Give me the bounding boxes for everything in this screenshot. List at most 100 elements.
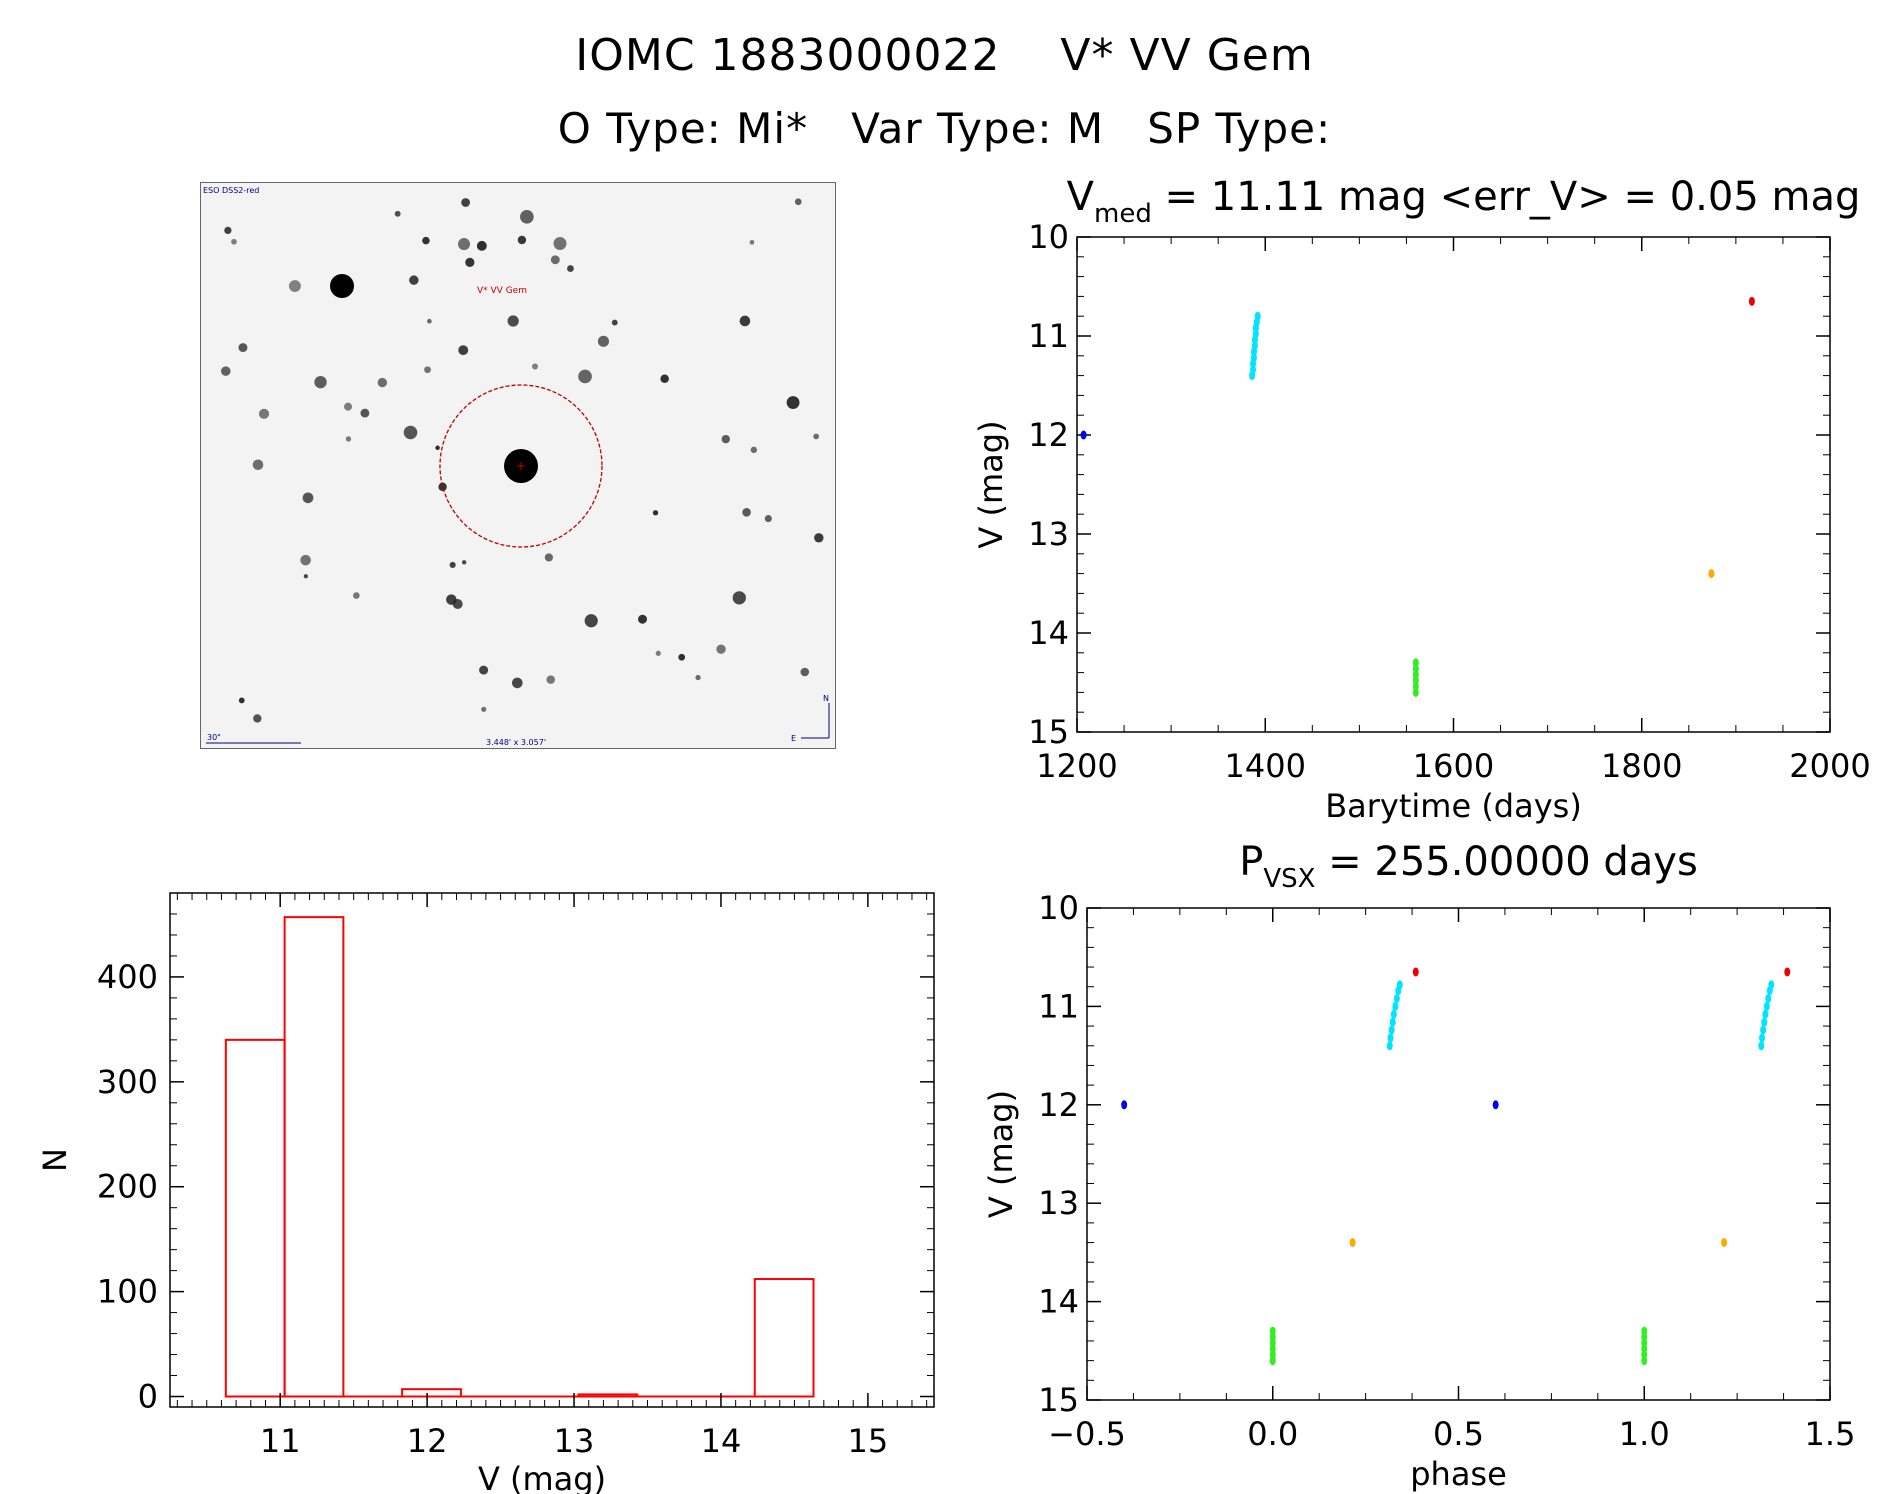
plot-frame [1076,236,1831,733]
field-star [520,210,534,224]
field-star [427,318,432,324]
field-star [742,508,751,517]
field-star [476,240,487,251]
compass-east-label: E [791,734,796,743]
data-point-cyan [1388,1025,1395,1035]
field-star [567,265,574,272]
y-axis-label: N [36,1148,74,1172]
field-star [532,363,539,370]
x-tick-label: 13 [554,1422,595,1460]
x-axis-label: phase [1410,1455,1507,1493]
field-star [638,614,647,624]
data-point-green [1269,1356,1276,1366]
chart-title: PVSX = 255.00000 days [1239,840,1698,894]
x-tick-label: 12 [407,1422,448,1460]
y-tick-label: 15 [1028,713,1069,751]
x-tick-label: 1200 [1036,747,1117,785]
data-point-cyan [1760,1025,1767,1035]
field-star [655,650,661,656]
x-tick-label: 0.0 [1247,1415,1298,1453]
field-star [578,369,592,384]
field-star [353,592,360,599]
field-star [314,375,327,389]
field-star [224,226,232,235]
data-point-blue [1492,1100,1499,1110]
field-star [716,644,726,654]
y-tick-label: 11 [1038,987,1079,1025]
data-point-red [1748,296,1755,306]
finding-chart-svg: ESO DSS2-red V* VV Gem + 30" 3.448' x 3.… [201,183,835,748]
phased-light-curve-chart: PVSX = 255.00000 days −0.5 0.0 0.5 1.0 1.5 10 1… [982,840,1856,1493]
y-tick-label: 12 [1028,416,1069,454]
data-point-orange [1708,569,1715,579]
target-marker: + [516,459,526,473]
field-star [288,280,301,293]
field-star [794,198,802,206]
histogram-bar [283,916,345,1398]
field-star [231,238,237,245]
field-star [611,319,618,326]
field-star [221,366,231,376]
y-tick-label: 10 [1028,218,1069,256]
x-tick-label: −0.5 [1048,1415,1126,1453]
field-star [461,198,470,207]
x-tick-label: 1.0 [1619,1415,1670,1453]
field-star [481,706,487,712]
field-star [303,574,308,579]
field-star [479,665,489,675]
page-title: IOMC 1883000022 V* VV Gem [575,30,1314,81]
data-point-cyan [1758,1041,1765,1051]
x-tick-label: 1.5 [1805,1415,1856,1453]
field-star [749,239,755,245]
y-tick-label: 14 [1038,1283,1079,1321]
y-tick-label: 0 [138,1378,158,1416]
histogram-bar [577,1393,639,1398]
field-star [458,238,471,251]
data-point-cyan [1762,1009,1769,1019]
histogram-bar [401,1388,462,1398]
data-point-orange [1349,1238,1356,1248]
y-tick-label: 10 [1038,889,1079,927]
field-star [438,482,447,492]
field-star [813,433,820,440]
field-star [695,674,701,681]
field-star [660,374,669,383]
finding-chart-image: ESO DSS2-red V* VV Gem + 30" 3.448' x 3.… [200,182,836,749]
x-tick-label: 2000 [1789,747,1870,785]
data-point-cyan [1254,311,1261,321]
field-star [678,653,686,661]
y-axis-label: V (mag) [982,1090,1020,1218]
data-point-blue [1121,1100,1128,1110]
field-star [394,210,401,217]
object-label: V* VV Gem [477,286,527,296]
field-star [739,315,751,327]
field-star [786,396,800,409]
data-point-cyan [1386,1041,1393,1051]
field-star [721,434,730,444]
field-star [465,257,475,267]
field-star [253,714,262,723]
plot-frame [169,892,935,1408]
y-tick-label: 11 [1028,317,1069,355]
finding-chart-stars [221,198,824,723]
data-point-blue [1080,430,1087,440]
field-star [449,561,456,569]
field-star [238,343,248,353]
field-star [750,446,758,454]
field-star [422,236,430,245]
field-star [764,515,772,523]
data-point-green [1641,1356,1648,1366]
field-star [300,554,311,566]
x-tick-label: 0.5 [1433,1415,1484,1453]
data-point-cyan [1389,1017,1396,1027]
field-star [584,614,598,628]
field-star [546,675,556,684]
compass-north-label: N [823,694,829,703]
y-tick-label: 300 [97,1063,158,1101]
data-point-cyan [1763,1001,1770,1011]
data-point-cyan [1392,1001,1399,1011]
x-axis-label: Barytime (days) [1325,787,1582,825]
data-point-cyan [1768,980,1775,990]
x-axis-label: V (mag) [478,1460,606,1494]
page-subtitle: O Type: Mi* Var Type: M SP Type: [557,104,1332,153]
